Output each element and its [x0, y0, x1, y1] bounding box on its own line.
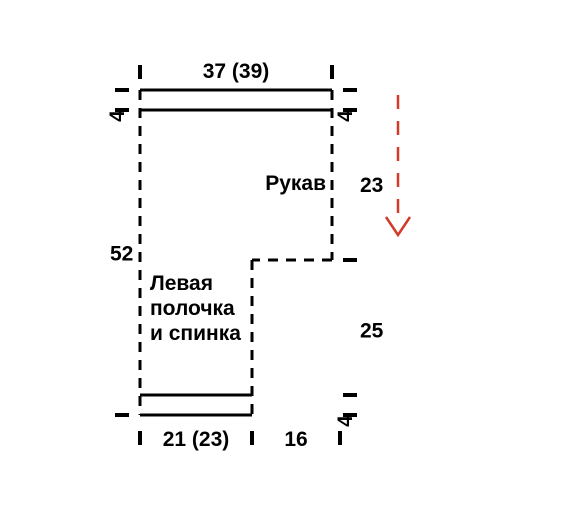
canvas-background	[0, 0, 564, 526]
label-top_width: 37 (39)	[203, 60, 270, 83]
label-body_l2: полочка	[150, 297, 235, 320]
label-sleeve: Рукав	[265, 172, 326, 195]
label-left_side: 52	[110, 243, 133, 266]
label-body_l3: и спинка	[150, 322, 241, 345]
label-top_left_gap: 4	[106, 110, 129, 122]
label-bottom_right: 16	[284, 428, 307, 451]
label-top_right_gap: 4	[334, 110, 357, 122]
label-bottom_right_gap: 4	[334, 415, 357, 427]
label-right_upper: 23	[360, 174, 383, 197]
label-body_l1: Левая	[150, 272, 213, 295]
label-right_lower: 25	[360, 320, 384, 343]
label-bottom_left: 21 (23)	[163, 428, 230, 451]
